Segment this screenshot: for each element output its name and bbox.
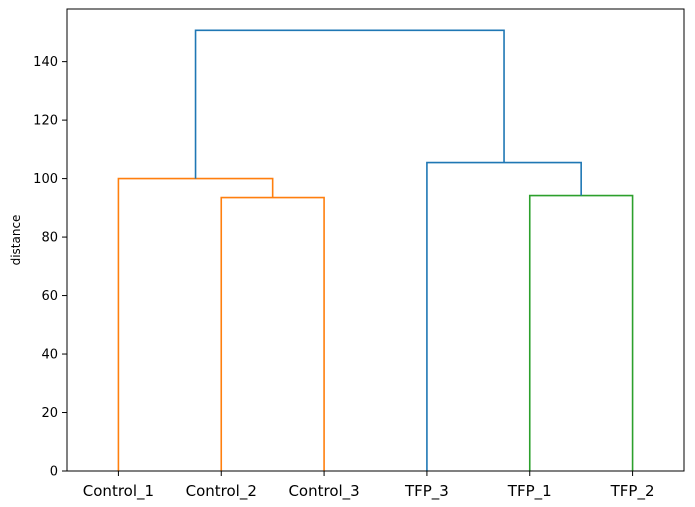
leaf-label-tfp-1: TFP_1 xyxy=(507,482,552,501)
dendrogram-link-4 xyxy=(426,161,582,471)
y-tick-label: 20 xyxy=(41,406,58,421)
y-tick-label: 40 xyxy=(41,348,58,363)
dendrogram-link-2 xyxy=(117,177,274,471)
leaf-label-control-2: Control_2 xyxy=(186,482,257,501)
x-axis: Control_1 Control_2 Control_3 TFP_3 TFP_1 TFP… xyxy=(83,471,655,501)
y-axis: 0 20 40 60 80 100 120 140 xyxy=(33,55,67,480)
leaf-label-control-1: Control_1 xyxy=(83,482,154,501)
leaf-label-tfp-3: TFP_3 xyxy=(404,482,449,501)
y-tick-label: 100 xyxy=(33,172,58,187)
leaf-label-tfp-2: TFP_2 xyxy=(610,482,655,501)
dendrogram-links xyxy=(117,29,634,471)
y-tick-label: 120 xyxy=(33,114,58,129)
y-axis-label: distance xyxy=(9,215,23,266)
y-tick-label: 80 xyxy=(41,231,58,246)
y-tick-label: 140 xyxy=(33,55,58,70)
dendrogram-link-5 xyxy=(194,29,505,179)
y-tick-label: 0 xyxy=(50,465,58,480)
leaf-label-control-3: Control_3 xyxy=(288,482,359,501)
plot-frame xyxy=(66,8,685,472)
y-tick-label: 60 xyxy=(41,289,58,304)
